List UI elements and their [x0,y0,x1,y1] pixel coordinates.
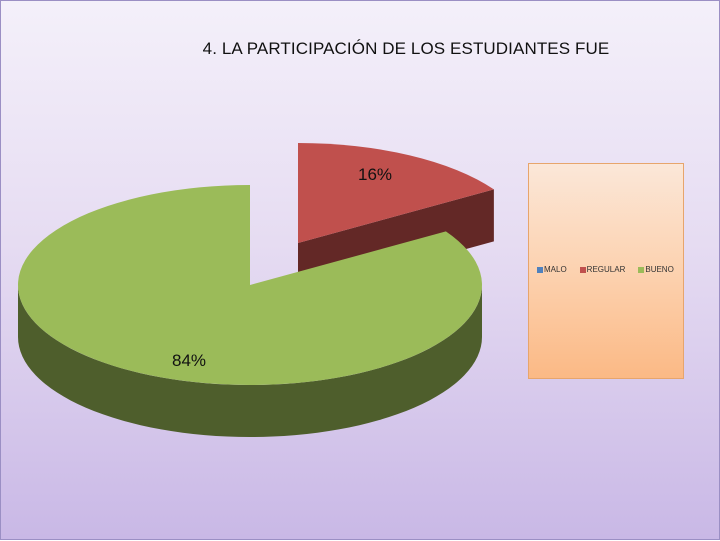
data-label-regular: 16% [358,165,393,184]
pie-slice-bueno [17,185,483,385]
legend-swatch-malo [537,266,543,273]
chart-title: 4. LA PARTICIPACIÓN DE LOS ESTUDIANTES F… [202,39,610,58]
data-label-bueno: 84% [172,351,207,370]
legend-label-bueno: BUENO [645,265,674,274]
legend-item-malo: MALO [537,265,567,274]
legend-item-regular: REGULAR [579,265,626,274]
legend: MALO REGULAR BUENO [528,163,684,379]
legend-swatch-bueno [638,266,645,273]
pie-slice-regular [298,143,494,243]
legend-label-malo: MALO [544,265,567,274]
legend-item-bueno: BUENO [638,265,674,274]
pie-side-bueno [18,285,482,437]
legend-label-regular: REGULAR [586,265,626,274]
legend-swatch-regular [579,266,586,273]
